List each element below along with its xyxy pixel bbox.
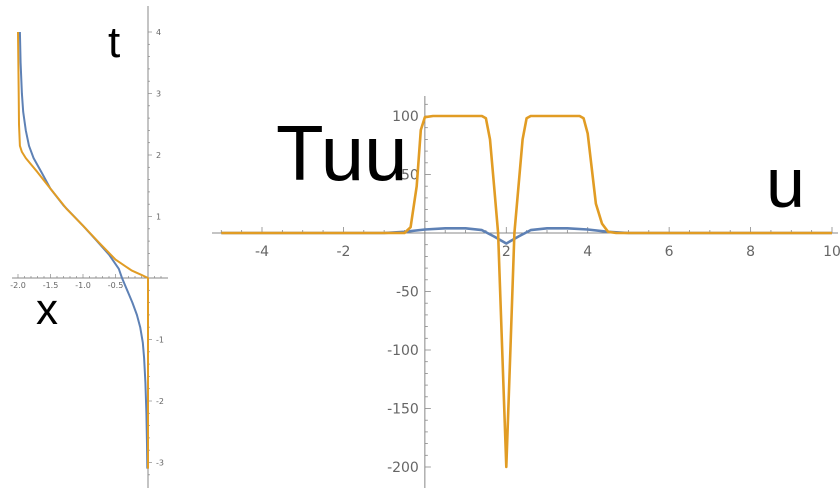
left-y-tick-label: 4	[156, 28, 161, 37]
left-x-tick-label: -1.0	[75, 281, 91, 290]
right-series-line-1	[221, 227, 832, 245]
right-y-tick-label: 100	[392, 109, 419, 125]
right-x-tick-label: 4	[583, 244, 592, 260]
right-x-tick-label: 6	[665, 244, 674, 260]
right-y-axis-label: Tuu	[276, 109, 408, 197]
left-y-axis-label: t	[108, 18, 120, 67]
right-ticks: -4 -2 2 4 6 8 10 -200 -150 -100 -50 50 100	[220, 103, 840, 476]
left-y-tick-label: -3	[156, 459, 164, 468]
left-y-tick-label: 2	[156, 151, 161, 160]
left-x-axis-label: x	[36, 285, 58, 334]
right-x-tick-label: 10	[823, 244, 840, 260]
left-series-line-2	[17, 31, 149, 469]
right-series-line-2	[221, 114, 832, 469]
left-axes	[12, 6, 168, 488]
right-series	[221, 114, 832, 469]
right-x-tick-label: -4	[255, 244, 269, 260]
right-x-axis-label: u	[766, 144, 805, 222]
right-x-tick-label: 8	[746, 244, 755, 260]
left-x-tick-label: -2.0	[10, 281, 26, 290]
right-x-tick-label: 2	[502, 244, 511, 260]
left-y-tick-label: 1	[156, 213, 161, 222]
right-y-tick-label: -50	[396, 285, 419, 301]
left-series-line-1	[18, 31, 149, 469]
right-y-tick-label: 50	[401, 168, 419, 184]
left-y-tick-label: 3	[156, 90, 161, 99]
right-y-tick-label: -100	[387, 343, 419, 359]
right-x-tick-label: -2	[336, 244, 350, 260]
right-y-tick-label: -150	[387, 402, 419, 418]
left-ticks: -2.0 -1.5 -1.0 -0.5 -3 -2 -1 1 2 3 4	[10, 28, 164, 476]
left-x-tick-label: -0.5	[108, 281, 124, 290]
left-x-tick-label: -1.5	[43, 281, 59, 290]
left-series	[17, 31, 149, 469]
left-chart: -2.0 -1.5 -1.0 -0.5 -3 -2 -1 1 2 3 4 x t	[10, 6, 168, 488]
right-y-tick-label: -200	[387, 460, 419, 476]
left-y-tick-label: -1	[156, 336, 164, 345]
left-y-tick-label: -2	[156, 397, 164, 406]
right-chart: -4 -2 2 4 6 8 10 -200 -150 -100 -50 50 100 Tuu u	[212, 96, 840, 488]
